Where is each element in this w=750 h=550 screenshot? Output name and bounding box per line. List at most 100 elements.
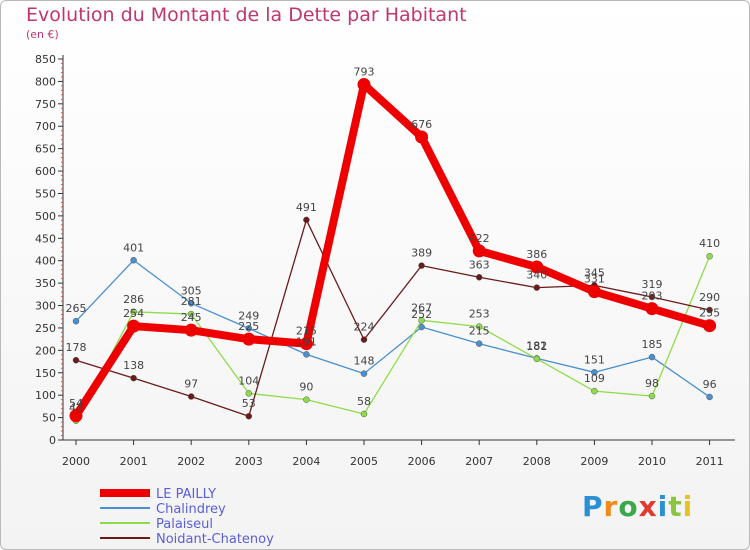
data-point	[703, 319, 717, 333]
data-label: 286	[123, 293, 144, 306]
y-tick-label: 500	[35, 210, 56, 223]
logo-letter: x	[638, 490, 658, 523]
data-label: 58	[357, 395, 371, 408]
data-label: 401	[123, 241, 144, 254]
x-tick-label: 2000	[62, 455, 90, 468]
data-label: 225	[238, 320, 259, 333]
data-point	[245, 390, 253, 397]
data-label: 178	[66, 341, 87, 354]
data-point	[187, 393, 195, 400]
data-point	[72, 317, 80, 325]
data-label: 410	[699, 237, 720, 250]
data-label: 54	[69, 397, 83, 410]
data-point	[303, 216, 310, 224]
legend-label: Noidant-Chatenoy	[156, 532, 274, 547]
y-tick-label: 350	[35, 277, 56, 290]
data-label: 185	[642, 338, 663, 351]
legend-label: Palaiseul	[156, 517, 213, 532]
data-label: 253	[469, 308, 490, 321]
data-point	[706, 393, 713, 401]
proxiti-logo: Proxiti	[582, 490, 693, 523]
series-line-palaiseul	[75, 255, 711, 422]
x-tick-label: 2006	[408, 455, 436, 468]
data-label: 151	[584, 353, 605, 366]
data-point	[591, 387, 598, 395]
x-tick-label: 2002	[177, 455, 205, 468]
x-tick-label: 2010	[638, 455, 666, 468]
data-point	[130, 374, 137, 382]
data-label: 97	[184, 378, 198, 391]
data-point	[360, 370, 368, 377]
data-label: 109	[584, 372, 605, 385]
data-label: 265	[66, 302, 87, 315]
legend-label: Chalindrey	[156, 502, 226, 517]
data-label: 305	[181, 284, 202, 297]
data-point	[357, 78, 371, 92]
series-line-le-pailly	[72, 80, 714, 420]
data-label: 138	[123, 359, 144, 372]
data-point	[472, 244, 486, 258]
y-tick-label: 450	[35, 232, 56, 245]
x-tick-label: 2001	[120, 455, 148, 468]
y-tick-label: 600	[35, 165, 56, 178]
data-point	[418, 262, 425, 269]
data-point	[303, 396, 310, 403]
data-label: 389	[411, 247, 432, 260]
data-label: 793	[354, 66, 375, 79]
data-label: 224	[354, 321, 375, 334]
y-tick-label: 150	[35, 367, 56, 380]
data-label: 422	[469, 232, 490, 245]
y-tick-label: 550	[35, 187, 56, 200]
data-label: 491	[296, 201, 317, 214]
data-label: 319	[642, 278, 663, 291]
data-point	[418, 317, 425, 324]
data-point	[127, 319, 141, 333]
x-tick-label: 2007	[465, 455, 493, 468]
data-label: 191	[296, 335, 317, 348]
logo-letter: P	[582, 490, 604, 523]
series-line-chalindrey	[75, 259, 711, 398]
data-label: 345	[584, 266, 605, 279]
data-point	[530, 260, 544, 274]
data-label: 181	[526, 340, 547, 353]
logo-letter: i	[657, 490, 669, 523]
y-tick-label: 100	[35, 389, 56, 402]
data-point	[533, 355, 541, 363]
x-tick-label: 2009	[580, 455, 608, 468]
data-point	[245, 325, 253, 332]
data-label: 255	[699, 307, 720, 320]
data-label: 98	[645, 377, 659, 390]
data-label: 249	[238, 309, 259, 322]
data-point	[360, 336, 368, 343]
chart-title: Evolution du Montant de la Dette par Hab…	[26, 4, 467, 26]
data-label: 252	[411, 308, 432, 321]
y-tick-label: 300	[35, 300, 56, 313]
data-point	[706, 306, 713, 314]
data-point	[299, 337, 313, 351]
data-label: 43	[69, 402, 83, 415]
data-point	[187, 310, 195, 318]
y-tick-label: 200	[35, 344, 56, 357]
data-point	[242, 332, 256, 346]
data-label: 215	[296, 325, 317, 338]
data-point	[591, 369, 598, 376]
logo-letter: o	[618, 490, 639, 523]
data-label: 676	[411, 118, 432, 131]
data-point	[415, 130, 429, 144]
data-point	[69, 409, 83, 423]
data-point	[475, 274, 483, 281]
x-tick-label: 2008	[523, 455, 551, 468]
data-point	[418, 323, 425, 331]
data-label: 281	[181, 295, 202, 308]
y-tick-label: 400	[35, 255, 56, 268]
logo-letter: i	[682, 490, 694, 523]
data-point	[184, 323, 198, 337]
data-point	[648, 353, 656, 361]
data-label: 182	[526, 339, 547, 352]
data-label: 245	[181, 311, 202, 324]
x-tick-label: 2004	[292, 455, 320, 468]
y-tick-label: 850	[35, 53, 56, 66]
data-point	[187, 300, 195, 307]
y-tick-label: 700	[35, 120, 56, 133]
data-label: 386	[526, 248, 547, 261]
